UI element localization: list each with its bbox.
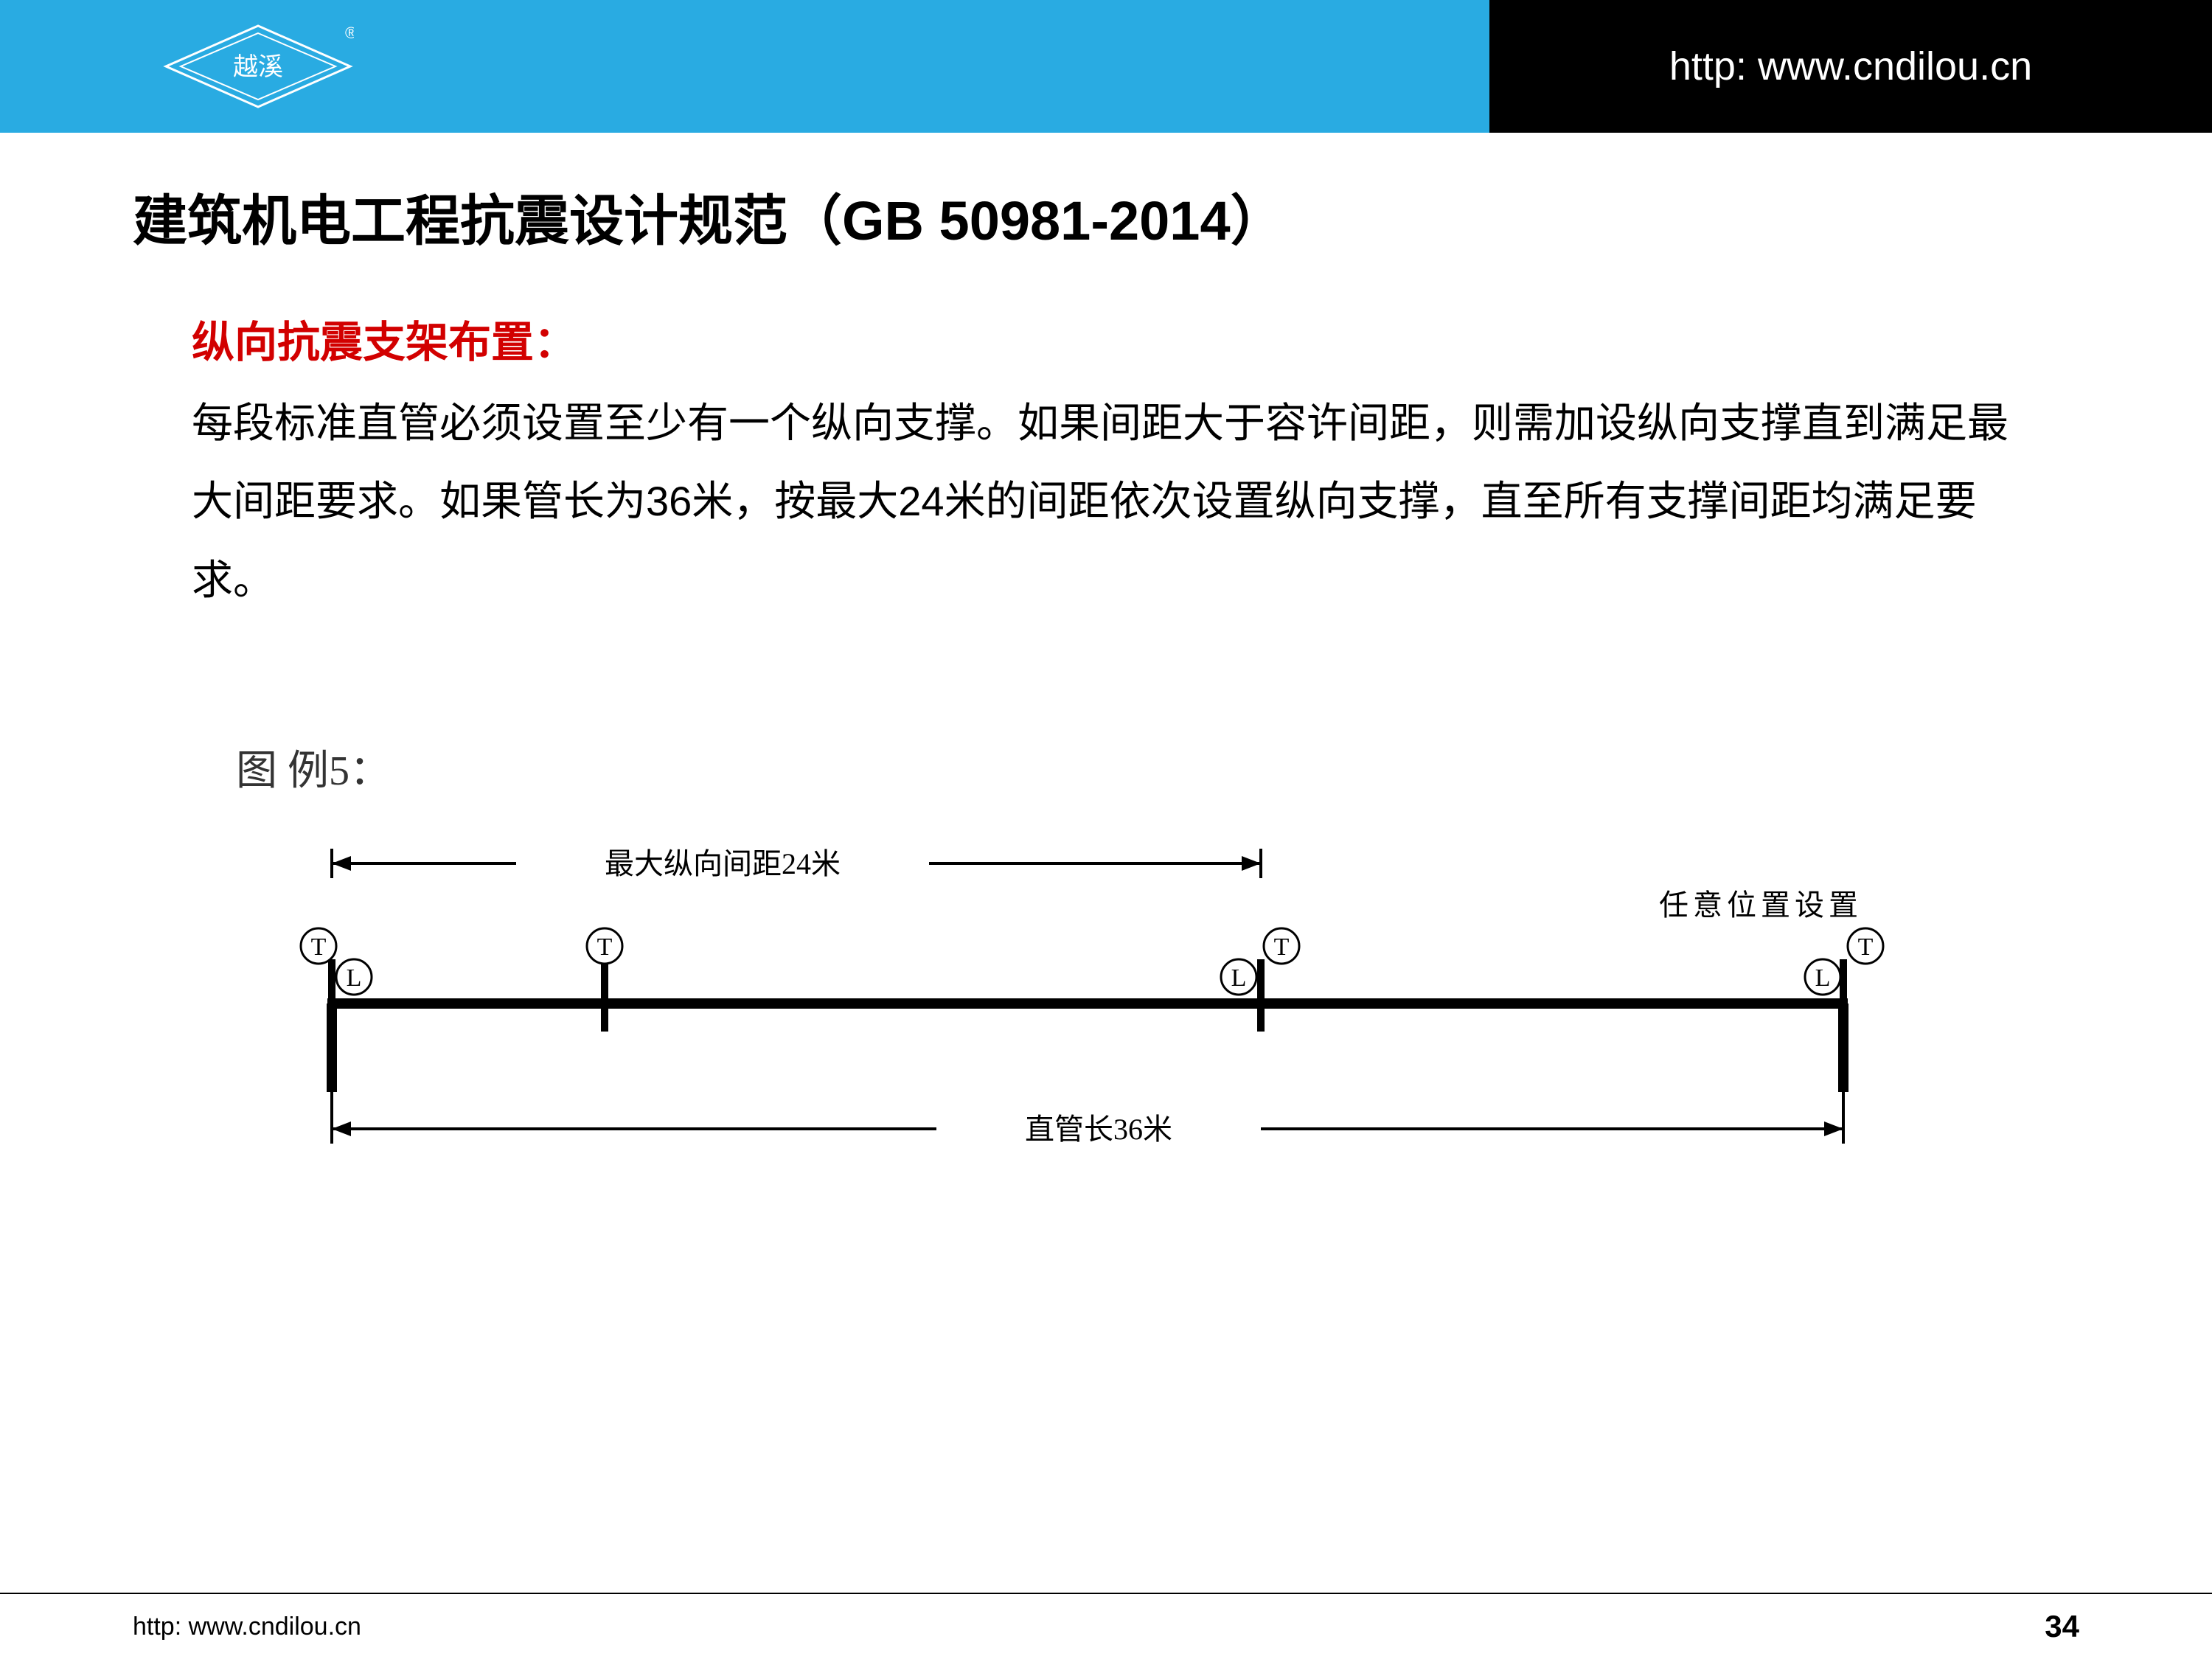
svg-text:T: T: [1858, 933, 1874, 961]
footer-url: http: www.cndilou.cn: [133, 1613, 361, 1641]
body-text: 每段标准直管必须设置至少有一个纵向支撑。如果间距大于容许间距，则需加设纵向支撑直…: [0, 384, 2212, 619]
svg-text:L: L: [1815, 964, 1831, 992]
svg-text:任意位置设置: 任意位置设置: [1659, 888, 1863, 922]
header-bar: 越溪 ® http: www.cndilou.cn: [0, 0, 2212, 133]
section-header: 纵向抗震支架布置：: [0, 285, 2212, 384]
logo-diamond-icon: 越溪 ®: [162, 22, 354, 111]
svg-text:T: T: [1274, 933, 1290, 961]
svg-text:越溪: 越溪: [233, 53, 283, 81]
page-number: 34: [2045, 1609, 2079, 1644]
svg-text:®: ®: [345, 24, 354, 42]
page-title: 建筑机电工程抗震设计规范（GB 50981-2014）: [0, 133, 2212, 285]
svg-text:最大纵向间距24米: 最大纵向间距24米: [605, 847, 841, 880]
footer: http: www.cndilou.cn 34: [0, 1593, 2212, 1659]
header-left: 越溪 ®: [0, 0, 1489, 133]
svg-text:L: L: [1231, 964, 1247, 992]
svg-text:L: L: [347, 964, 362, 992]
figure-label: 图 例5：: [0, 737, 2212, 797]
svg-text:T: T: [597, 933, 613, 961]
svg-text:直管长36米: 直管长36米: [1025, 1113, 1172, 1146]
diagram: 最大纵向间距24米任意位置设置TLTTLTL直管长36米: [199, 812, 2013, 1180]
svg-text:T: T: [311, 933, 327, 961]
header-url: http: www.cndilou.cn: [1489, 0, 2212, 133]
